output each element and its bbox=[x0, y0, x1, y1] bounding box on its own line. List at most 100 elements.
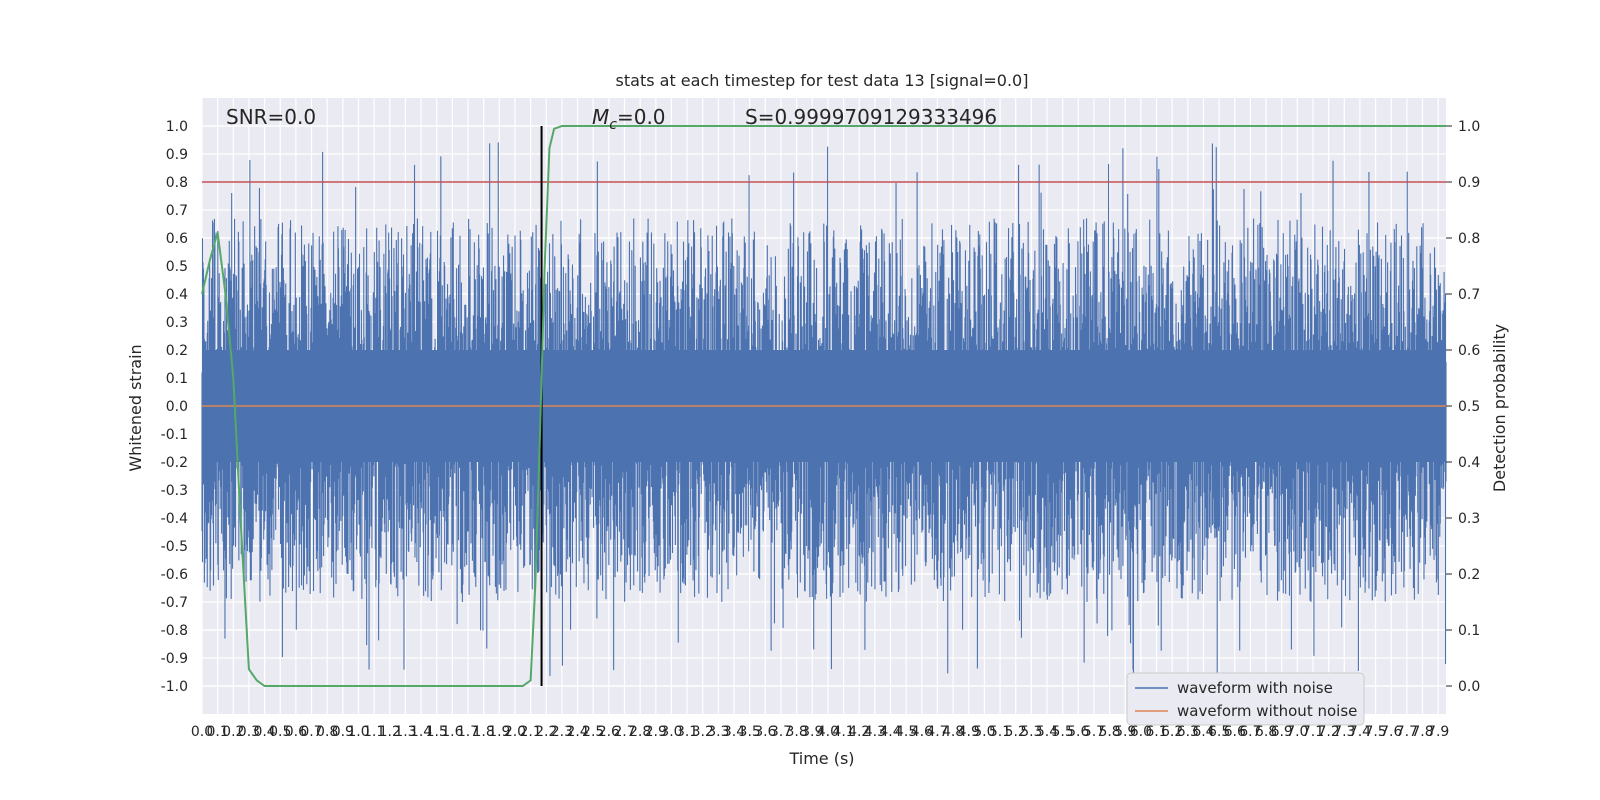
x-tick-label: 2.5 bbox=[582, 724, 604, 740]
x-tick-label: 1.0 bbox=[347, 724, 369, 740]
y-tick-label: -0.1 bbox=[161, 427, 188, 443]
y2-tick-label: 0.4 bbox=[1458, 455, 1480, 471]
y2-tick-label: 0.5 bbox=[1458, 399, 1480, 415]
y-tick-label: -0.3 bbox=[161, 483, 188, 499]
x-tick-label: 4.2 bbox=[848, 724, 870, 740]
x-tick-label: 4.8 bbox=[942, 724, 964, 740]
y-tick-label: 1.0 bbox=[166, 119, 188, 135]
y-tick-label: -0.7 bbox=[161, 595, 188, 611]
probability-line bbox=[201, 125, 1446, 687]
x-tick-label: 1.8 bbox=[473, 724, 495, 740]
y-tick-label: -0.5 bbox=[161, 539, 188, 555]
y-tick-label: 0.0 bbox=[166, 399, 188, 415]
x-tick-label: 7.4 bbox=[1349, 724, 1371, 740]
x-tick-label: 2.1 bbox=[519, 724, 541, 740]
mc-value: =0.0 bbox=[617, 105, 666, 129]
x-tick-label: 0.8 bbox=[316, 724, 338, 740]
y2-tick-label: 0.6 bbox=[1458, 343, 1480, 359]
x-tick-label: 5.2 bbox=[1005, 724, 1027, 740]
x-tick-label: 6.7 bbox=[1239, 724, 1261, 740]
x-tick-label: 2.3 bbox=[551, 724, 573, 740]
x-tick-label: 6.4 bbox=[1192, 724, 1214, 740]
x-tick-label: 7.1 bbox=[1302, 724, 1324, 740]
x-tick-label: 0.0 bbox=[191, 724, 213, 740]
x-tick-label: 0.4 bbox=[253, 724, 275, 740]
x-tick-label: 0.9 bbox=[332, 724, 354, 740]
x-tick-label: 4.3 bbox=[864, 724, 886, 740]
x-tick-label: 1.3 bbox=[394, 724, 416, 740]
x-tick-label: 3.9 bbox=[801, 724, 823, 740]
x-tick-label: 0.6 bbox=[285, 724, 307, 740]
y2-tick-label: 0.8 bbox=[1458, 231, 1480, 247]
y2-tick-label: 0.0 bbox=[1458, 679, 1480, 695]
x-tick-label: 2.6 bbox=[598, 724, 620, 740]
x-tick-label: 0.3 bbox=[238, 724, 260, 740]
x-tick-label: 3.3 bbox=[707, 724, 729, 740]
y-tick-label: 0.2 bbox=[166, 343, 188, 359]
x-tick-label: 3.0 bbox=[660, 724, 682, 740]
y-tick-label: -1.0 bbox=[161, 679, 188, 695]
x-tick-label: 4.6 bbox=[911, 724, 933, 740]
x-tick-label: 0.2 bbox=[222, 724, 244, 740]
x-tick-label: 7.5 bbox=[1364, 724, 1386, 740]
x-tick-label: 2.9 bbox=[645, 724, 667, 740]
x-tick-label: 3.4 bbox=[723, 724, 745, 740]
x-tick-label: 3.7 bbox=[770, 724, 792, 740]
x-tick-label: 2.2 bbox=[535, 724, 557, 740]
x-tick-label: 6.0 bbox=[1130, 724, 1152, 740]
x-tick-label: 1.7 bbox=[457, 724, 479, 740]
chirp-mass-annotation: Mc=0.0 bbox=[592, 105, 666, 133]
x-tick-label: 5.9 bbox=[1114, 724, 1136, 740]
x-tick-label: 7.3 bbox=[1333, 724, 1355, 740]
y-tick-label: 0.7 bbox=[166, 203, 188, 219]
x-tick-label: 3.6 bbox=[754, 724, 776, 740]
y2-tick-label: 0.9 bbox=[1458, 175, 1480, 191]
x-tick-label: 3.5 bbox=[739, 724, 761, 740]
x-tick-label: 4.7 bbox=[926, 724, 948, 740]
y-tick-label: 0.4 bbox=[166, 287, 188, 303]
x-tick-label: 7.9 bbox=[1427, 724, 1449, 740]
y-tick-label: -0.6 bbox=[161, 567, 188, 583]
x-tick-label: 1.9 bbox=[488, 724, 510, 740]
x-tick-label: 4.9 bbox=[958, 724, 980, 740]
score-annotation: S=0.9999709129333496 bbox=[745, 105, 997, 129]
x-axis-ticks: 0.00.10.20.30.40.50.60.70.80.91.01.11.21… bbox=[191, 724, 1449, 740]
y2-tick-label: 0.7 bbox=[1458, 287, 1480, 303]
x-tick-label: 7.8 bbox=[1411, 724, 1433, 740]
legend-label-without-noise: waveform without noise bbox=[1177, 702, 1357, 720]
y2-tick-label: 0.1 bbox=[1458, 623, 1480, 639]
x-tick-label: 6.3 bbox=[1177, 724, 1199, 740]
x-tick-label: 2.8 bbox=[629, 724, 651, 740]
y-tick-label: 0.5 bbox=[166, 259, 188, 275]
x-tick-label: 1.4 bbox=[410, 724, 432, 740]
x-tick-label: 6.5 bbox=[1208, 724, 1230, 740]
x-tick-label: 3.8 bbox=[785, 724, 807, 740]
y-axis-label: Whitened strain bbox=[126, 344, 145, 471]
x-tick-label: 6.1 bbox=[1145, 724, 1167, 740]
y-tick-label: 0.1 bbox=[166, 371, 188, 387]
y2-axis-ticks: 1.0 0.9 0.8 0.7 0.6 0.5 0.4 0.3 0.2 0.1 0.0 bbox=[1446, 119, 1480, 695]
y-tick-label: 0.9 bbox=[166, 147, 188, 163]
x-tick-label: 5.1 bbox=[989, 724, 1011, 740]
snr-annotation: SNR=0.0 bbox=[226, 105, 316, 129]
x-tick-label: 0.5 bbox=[269, 724, 291, 740]
x-tick-label: 6.9 bbox=[1271, 724, 1293, 740]
x-tick-label: 6.2 bbox=[1161, 724, 1183, 740]
x-tick-label: 4.1 bbox=[832, 724, 854, 740]
x-tick-label: 2.0 bbox=[504, 724, 526, 740]
x-tick-label: 5.0 bbox=[973, 724, 995, 740]
x-tick-label: 1.1 bbox=[363, 724, 385, 740]
x-tick-label: 2.4 bbox=[566, 724, 588, 740]
x-tick-label: 5.5 bbox=[1051, 724, 1073, 740]
x-tick-label: 5.6 bbox=[1067, 724, 1089, 740]
x-tick-label: 7.2 bbox=[1318, 724, 1340, 740]
x-tick-label: 5.4 bbox=[1036, 724, 1058, 740]
y-tick-label: -0.4 bbox=[161, 511, 188, 527]
y-tick-label: -0.2 bbox=[161, 455, 188, 471]
x-tick-label: 1.6 bbox=[441, 724, 463, 740]
x-tick-label: 4.0 bbox=[817, 724, 839, 740]
y2-tick-label: 0.2 bbox=[1458, 567, 1480, 583]
y-tick-label: -0.8 bbox=[161, 623, 188, 639]
chart-title: stats at each timestep for test data 13 … bbox=[616, 71, 1029, 90]
x-tick-label: 3.2 bbox=[692, 724, 714, 740]
